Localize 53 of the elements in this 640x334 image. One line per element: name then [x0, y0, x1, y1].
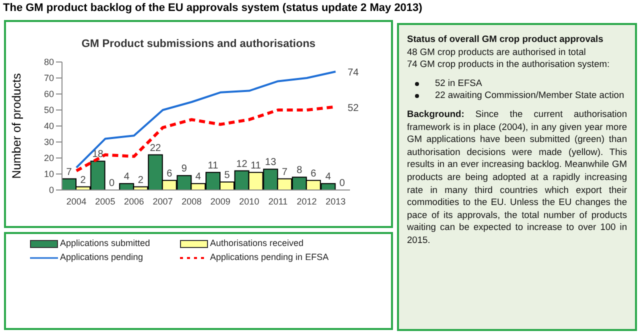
data-label: 8	[296, 165, 303, 176]
y-tick-label: 50	[44, 105, 54, 116]
x-tick-label: 2004	[66, 196, 86, 206]
y-tick-label: 40	[44, 121, 54, 132]
y-tick-label: 30	[44, 137, 54, 148]
data-label: 11	[208, 160, 219, 172]
data-label: 7	[282, 166, 288, 178]
y-tick-label: 0	[48, 185, 54, 196]
data-label: 4	[325, 172, 332, 183]
text: 48 GM crop products are authorised in total	[407, 46, 587, 58]
data-label: 4	[124, 172, 130, 183]
y-tick-label: 70	[44, 73, 54, 84]
data-label: 0	[339, 178, 346, 189]
x-tick-label: 2007	[152, 196, 173, 206]
x-tick-label: 2013	[326, 196, 346, 206]
data-label: 5	[224, 170, 230, 181]
data-label: 11	[250, 160, 262, 172]
data-label: 6	[310, 168, 317, 180]
chart-title: The GM product backlog of the EU approvals system (status update 2 May 2013)	[3, 2, 422, 14]
x-tick-label: 2009	[210, 196, 230, 206]
legend-label: Authorisations received	[209, 238, 305, 248]
chart-subtitle: GM Product submissions and authorisations	[80, 38, 317, 50]
y-tick-label: 10	[44, 169, 54, 180]
data-label: 2	[80, 174, 86, 186]
data-label: 7	[66, 166, 72, 178]
y-axis-title: Number of products	[9, 73, 24, 179]
data-label: 2	[138, 174, 144, 186]
data-label: 12	[236, 158, 248, 170]
data-label: 9	[181, 164, 188, 175]
y-tick-label: 60	[44, 89, 54, 100]
data-label: 22	[150, 142, 162, 154]
text: Status of overall GM crop product approvals	[407, 33, 604, 46]
x-tick-label: 2011	[268, 196, 288, 206]
y-tick-label: 20	[44, 153, 54, 164]
data-label: 6	[166, 168, 173, 180]
text: Background:	[407, 108, 464, 119]
x-tick-label: 2012	[296, 196, 317, 206]
data-label: 74	[348, 68, 360, 79]
data-label: 13	[265, 157, 277, 168]
text: 74 GM crop products in the authorisation system:	[407, 58, 611, 71]
x-tick-label: 2010	[239, 196, 260, 206]
x-tick-label: 2005	[95, 196, 116, 206]
data-label: 4	[195, 172, 202, 183]
y-tick-label: 80	[44, 57, 54, 68]
x-tick-label: 2006	[124, 196, 144, 206]
x-tick-label: 2008	[182, 196, 202, 206]
legend-label: Applications pending in EFSA	[209, 252, 330, 262]
data-label: 52	[348, 102, 360, 114]
legend-label: Applications pending	[59, 252, 144, 262]
text: 22 awaiting Commission/Member State action	[435, 89, 626, 102]
legend-label: Applications submitted	[59, 238, 152, 248]
text: 52 in EFSA	[435, 76, 484, 90]
data-label: 0	[109, 178, 116, 189]
